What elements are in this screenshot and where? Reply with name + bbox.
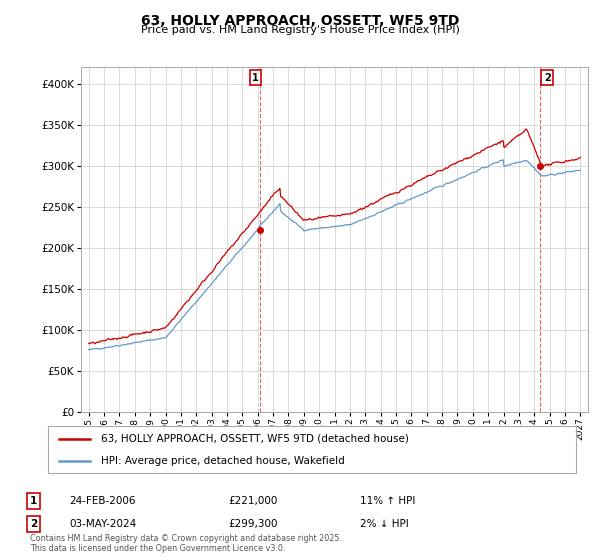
Text: HPI: Average price, detached house, Wakefield: HPI: Average price, detached house, Wake…	[101, 456, 344, 466]
Text: 2: 2	[544, 73, 551, 83]
Text: £299,300: £299,300	[228, 519, 277, 529]
Text: 1: 1	[30, 496, 37, 506]
Text: 2: 2	[30, 519, 37, 529]
Text: 2% ↓ HPI: 2% ↓ HPI	[360, 519, 409, 529]
Text: 11% ↑ HPI: 11% ↑ HPI	[360, 496, 415, 506]
Text: Price paid vs. HM Land Registry's House Price Index (HPI): Price paid vs. HM Land Registry's House …	[140, 25, 460, 35]
Text: £221,000: £221,000	[228, 496, 277, 506]
Text: 63, HOLLY APPROACH, OSSETT, WF5 9TD (detached house): 63, HOLLY APPROACH, OSSETT, WF5 9TD (det…	[101, 434, 409, 444]
Text: 03-MAY-2024: 03-MAY-2024	[69, 519, 136, 529]
Text: Contains HM Land Registry data © Crown copyright and database right 2025.
This d: Contains HM Land Registry data © Crown c…	[30, 534, 342, 553]
Text: 24-FEB-2006: 24-FEB-2006	[69, 496, 136, 506]
Text: 1: 1	[252, 73, 259, 83]
Text: 63, HOLLY APPROACH, OSSETT, WF5 9TD: 63, HOLLY APPROACH, OSSETT, WF5 9TD	[141, 14, 459, 28]
